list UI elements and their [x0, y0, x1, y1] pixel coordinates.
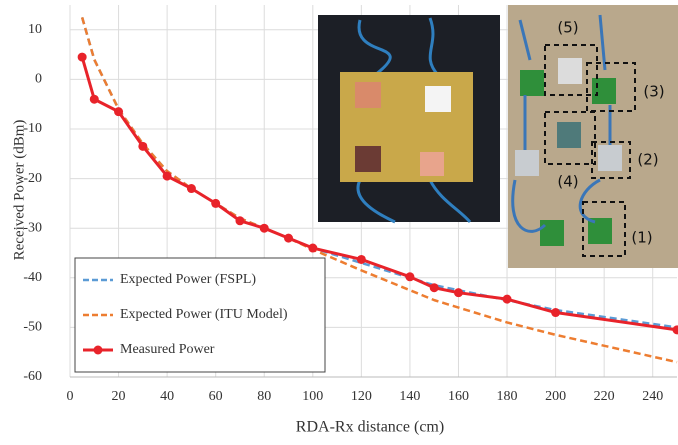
photo-component — [592, 78, 616, 104]
legend-label: Expected Power (ITU Model) — [120, 307, 288, 322]
photo-cables — [356, 17, 472, 224]
annotation: (5) — [557, 19, 578, 37]
data-point — [284, 233, 294, 243]
dashed-box — [544, 111, 596, 165]
data-point — [211, 198, 221, 208]
x-tick-label: 240 — [642, 389, 663, 404]
dashed-box — [544, 44, 598, 96]
photo-patch — [420, 152, 444, 176]
inset-photos — [318, 5, 678, 268]
legend-label: Measured Power — [120, 342, 215, 357]
data-point — [308, 243, 318, 253]
data-point — [356, 254, 366, 264]
photo-patch — [355, 146, 381, 172]
x-tick-label: 180 — [497, 389, 518, 404]
data-point — [89, 94, 99, 104]
data-point — [235, 216, 245, 226]
y-axis-label: Received Power (dBm) — [11, 120, 27, 261]
dashed-box — [582, 201, 626, 257]
photo-component — [520, 70, 544, 96]
x-tick-label: 120 — [351, 389, 372, 404]
annotation: (4) — [557, 173, 578, 191]
data-point — [405, 272, 415, 282]
x-axis-label: RDA-Rx distance (cm) — [296, 419, 444, 436]
data-point — [502, 294, 512, 304]
y-tick-label: -40 — [23, 270, 42, 285]
photo-component — [557, 122, 581, 148]
data-point — [138, 141, 148, 151]
data-point — [77, 52, 87, 62]
data-point — [429, 283, 439, 293]
data-point — [672, 325, 678, 335]
annotation: (1) — [631, 229, 652, 247]
x-tick-label: 80 — [257, 389, 271, 404]
series-line — [80, 56, 678, 332]
y-tick-label: -10 — [23, 121, 42, 136]
y-tick-label: 10 — [28, 22, 42, 37]
y-tick-label: 0 — [35, 72, 42, 87]
x-tick-label: 40 — [160, 389, 174, 404]
photo-component — [540, 220, 564, 246]
annotation: (2) — [637, 151, 658, 169]
photo-patch — [425, 86, 451, 112]
data-point — [186, 184, 196, 194]
data-point — [162, 171, 172, 181]
annotation: (3) — [643, 83, 664, 101]
photo-cables — [511, 14, 612, 233]
legend-marker — [93, 345, 103, 355]
photo-component — [598, 145, 622, 171]
y-tick-label: -60 — [23, 369, 42, 384]
dashed-box — [591, 141, 631, 179]
x-tick-label: 0 — [67, 389, 74, 404]
legend-box — [74, 257, 326, 373]
y-tick-label: -30 — [23, 220, 42, 235]
x-tick-label: 20 — [112, 389, 126, 404]
data-point — [453, 288, 463, 298]
dashed-box — [586, 62, 636, 112]
x-tick-label: 160 — [448, 389, 469, 404]
x-tick-label: 100 — [302, 389, 323, 404]
photo-component — [515, 150, 539, 176]
y-tick-label: -50 — [23, 320, 42, 335]
data-point — [551, 308, 561, 318]
photo-patch — [355, 82, 381, 108]
x-tick-label: 140 — [399, 389, 420, 404]
x-tick-label: 220 — [594, 389, 615, 404]
y-tick-label: -20 — [23, 171, 42, 186]
data-point — [114, 107, 124, 117]
x-tick-label: 60 — [209, 389, 223, 404]
photo-component — [558, 58, 582, 84]
data-point — [259, 223, 269, 233]
legend-label: Expected Power (FSPL) — [120, 272, 256, 287]
x-tick-label: 200 — [545, 389, 566, 404]
